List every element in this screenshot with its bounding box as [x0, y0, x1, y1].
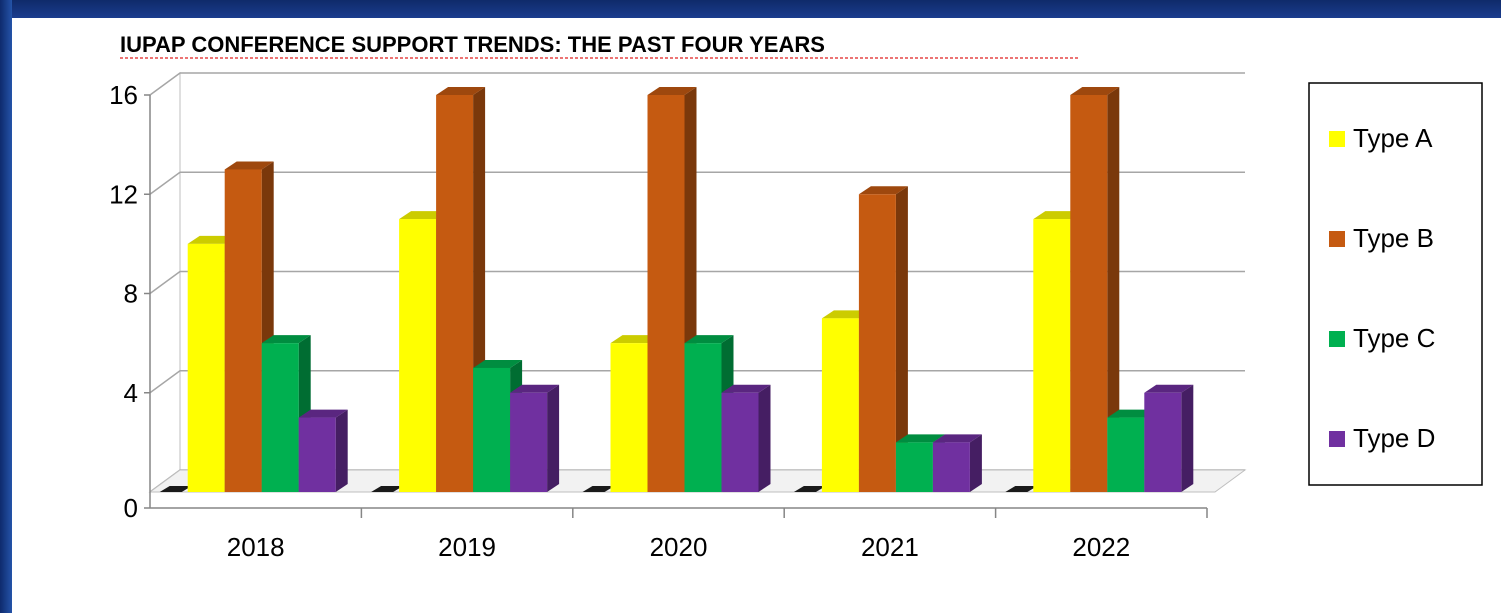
legend-label-type-d: Type D	[1353, 423, 1435, 453]
bar-top-type-d-2020	[721, 384, 771, 393]
bar-top-type-a-2020	[610, 335, 660, 344]
bar-side-type-d-2022	[1181, 384, 1194, 492]
top-banner	[0, 0, 1501, 20]
bar-top-type-a-2018	[187, 235, 237, 244]
legend-swatch-type-c	[1329, 331, 1345, 347]
axes: 0 4 8 12 16 2018 2019 2020 2021 2022	[109, 80, 1208, 562]
bar-type-d-2021	[932, 442, 970, 492]
bar-top-type-d-2019	[510, 384, 560, 393]
bar-top-type-c-2019	[473, 359, 523, 368]
bar-type-d-2018	[298, 417, 336, 492]
bar-type-b-2018	[224, 169, 262, 492]
legend-swatch-type-b	[1329, 231, 1345, 247]
bar-type-d-2020	[721, 392, 759, 492]
bar-side-type-d-2019	[547, 384, 560, 492]
gridline-16	[149, 72, 1245, 96]
bar-type-c-2019	[473, 367, 511, 492]
bar-top-type-b-2018	[224, 161, 274, 170]
legend-box	[1308, 82, 1483, 486]
bar-side-type-b-2022	[1107, 87, 1120, 492]
bar-top-type-c-2018	[261, 335, 311, 344]
legend-label-type-c: Type C	[1353, 323, 1435, 353]
bar-side-type-b-2021	[895, 186, 908, 492]
legend: Type A Type B Type C Type D	[1308, 82, 1483, 486]
legend-label-type-a: Type A	[1353, 123, 1433, 153]
bar-type-a-2018	[187, 243, 225, 492]
bar-shadow	[1005, 486, 1038, 492]
y-tick-label: 12	[109, 179, 138, 209]
x-tick-label-2019: 2019	[438, 532, 496, 562]
bar-top-type-d-2022	[1144, 384, 1194, 393]
bar-side-type-d-2021	[969, 434, 982, 492]
y-tick-label: 4	[124, 378, 138, 408]
bar-top-type-b-2019	[436, 87, 486, 95]
bar-type-a-2019	[399, 219, 437, 492]
bar-type-c-2022	[1107, 417, 1145, 492]
bar-top-type-c-2020	[684, 335, 734, 344]
legend-swatch-type-d	[1329, 431, 1345, 447]
y-tick-label: 16	[109, 80, 138, 110]
x-tick-label-2021: 2021	[861, 532, 919, 562]
bar-side-type-d-2020	[758, 384, 771, 492]
bar-type-b-2021	[858, 194, 896, 492]
bar-top-type-d-2018	[298, 409, 348, 418]
legend-swatch-type-a	[1329, 131, 1345, 147]
bar-type-b-2022	[1070, 95, 1108, 492]
chart-title: IUPAP CONFERENCE SUPPORT TRENDS: THE PAS…	[120, 32, 825, 57]
bar-type-a-2021	[821, 318, 859, 492]
bar-type-a-2022	[1033, 219, 1071, 492]
bar-type-c-2018	[261, 343, 299, 492]
bar-side-type-d-2018	[335, 409, 348, 492]
bars	[159, 87, 1194, 492]
bar-top-type-a-2019	[399, 211, 449, 220]
bar-shadow	[582, 486, 615, 492]
y-tick-label: 0	[124, 493, 138, 523]
bar-shadow	[371, 486, 404, 492]
bar-top-type-a-2022	[1033, 211, 1083, 220]
bar-type-c-2021	[895, 442, 933, 492]
bar-top-type-a-2021	[821, 310, 871, 319]
bar-top-type-b-2020	[647, 87, 697, 95]
bar-top-type-d-2021	[932, 434, 982, 443]
bar-top-type-c-2021	[895, 434, 945, 443]
y-tick-label: 8	[124, 279, 138, 309]
slide-left-border	[0, 0, 12, 613]
bar-type-a-2020	[610, 343, 648, 492]
bar-top-type-c-2022	[1107, 409, 1157, 418]
x-tick-label-2018: 2018	[227, 532, 285, 562]
bar-shadow	[793, 486, 826, 492]
gridline-12	[149, 171, 1245, 195]
bar-type-b-2019	[436, 95, 474, 492]
bar-top-type-b-2022	[1070, 87, 1120, 95]
bar-type-c-2020	[684, 343, 722, 492]
bar-type-d-2019	[510, 392, 548, 492]
bar-type-d-2022	[1144, 392, 1182, 492]
x-tick-label-2020: 2020	[650, 532, 708, 562]
bar-type-b-2020	[647, 95, 685, 492]
legend-label-type-b: Type B	[1353, 223, 1434, 253]
bar-top-type-b-2021	[858, 186, 908, 195]
x-tick-label-2022: 2022	[1072, 532, 1130, 562]
bar-shadow	[159, 486, 192, 492]
